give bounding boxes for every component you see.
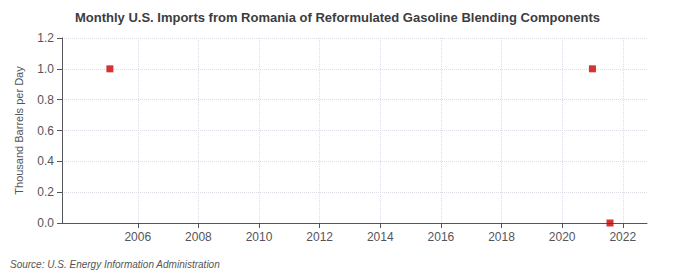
svg-text:0.4: 0.4	[37, 154, 54, 168]
svg-text:2020: 2020	[549, 230, 576, 244]
svg-text:2008: 2008	[185, 230, 212, 244]
svg-text:0.0: 0.0	[37, 216, 54, 230]
svg-text:2016: 2016	[428, 230, 455, 244]
svg-text:1.0: 1.0	[37, 62, 54, 76]
svg-text:2006: 2006	[124, 230, 151, 244]
svg-text:2018: 2018	[488, 230, 515, 244]
svg-text:Thousand Barrels per Day: Thousand Barrels per Day	[13, 66, 25, 195]
svg-text:Monthly U.S. Imports from Roma: Monthly U.S. Imports from Romania of Ref…	[75, 10, 600, 25]
svg-text:2012: 2012	[306, 230, 333, 244]
svg-text:2022: 2022	[609, 230, 636, 244]
svg-text:2014: 2014	[367, 230, 394, 244]
svg-text:0.2: 0.2	[37, 185, 54, 199]
svg-text:0.8: 0.8	[37, 93, 54, 107]
svg-text:2010: 2010	[246, 230, 273, 244]
svg-text:0.6: 0.6	[37, 124, 54, 138]
svg-text:1.2: 1.2	[37, 31, 54, 45]
svg-text:Source: U.S. Energy Informatio: Source: U.S. Energy Information Administ…	[10, 259, 220, 270]
